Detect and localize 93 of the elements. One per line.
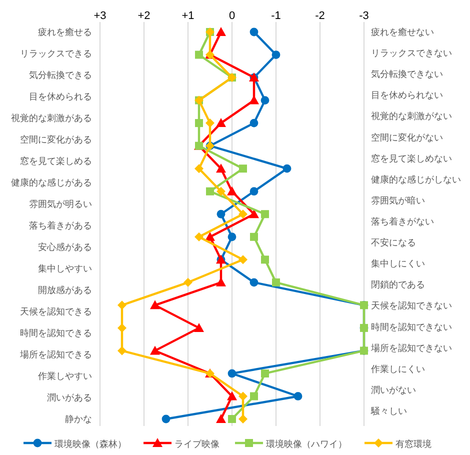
text: 空間に変化がある	[20, 134, 92, 144]
text: 集中しにくい	[371, 258, 425, 269]
text: 潤いがない	[371, 384, 416, 395]
text: 視覚的な刺激がある	[11, 113, 92, 123]
point	[272, 50, 280, 59]
text: 場所を認知できない	[370, 342, 452, 353]
point	[205, 232, 215, 241]
text: リラックスできる	[20, 48, 92, 58]
text: リラックスできない	[371, 48, 452, 58]
text: 騒々しい	[370, 406, 407, 416]
text: 落ち着きがない	[371, 216, 434, 226]
point	[250, 232, 258, 241]
point	[249, 209, 259, 218]
text: 窓を見て楽しめない	[371, 153, 452, 164]
text: 潤いがある	[47, 392, 92, 402]
point	[239, 164, 247, 173]
text: 作業しにくい	[370, 364, 425, 374]
point	[227, 186, 237, 196]
text: 雰囲気が明るい	[29, 199, 92, 209]
point	[228, 415, 236, 423]
point	[238, 210, 248, 219]
text: 開放感がある	[38, 285, 92, 295]
x-tick-label: +2	[138, 10, 150, 22]
point	[162, 414, 170, 424]
text: 閉鎖的である	[371, 280, 425, 290]
legend-label: 環境映像（ハワイ）	[266, 439, 347, 449]
x-tick-label: +1	[182, 10, 194, 22]
point	[227, 391, 237, 400]
point	[216, 210, 226, 218]
text: 時間を認知できる	[20, 328, 92, 338]
point	[261, 256, 269, 264]
x-tick-label: 0	[228, 10, 236, 22]
text: 場所を認知できる	[19, 350, 92, 360]
point	[184, 278, 192, 287]
text: 目を休められない	[371, 90, 443, 100]
text: 不安になる	[371, 238, 416, 248]
point	[238, 255, 248, 264]
point	[216, 186, 226, 196]
text: 天候を認知できる	[20, 306, 92, 316]
x-tick-label: -1	[271, 10, 281, 22]
point	[216, 27, 226, 36]
text: 静かな	[65, 414, 92, 424]
point	[238, 414, 248, 424]
point	[228, 232, 236, 242]
point	[150, 300, 160, 310]
legend-label: ライブ映像	[174, 439, 220, 449]
text: 気分転換できない	[371, 69, 443, 80]
point	[238, 392, 248, 401]
point	[194, 232, 204, 242]
text: 気分転換できる	[29, 70, 92, 80]
text: 目を休められる	[29, 92, 92, 102]
text: 視覚的な刺激がない	[371, 111, 452, 122]
point	[194, 322, 204, 332]
text: 時間を認知できない	[371, 322, 452, 332]
point	[250, 278, 258, 287]
point	[228, 369, 236, 378]
point	[250, 118, 258, 128]
x-tick-label: +3	[94, 10, 106, 22]
text: 落ち着きがある	[29, 220, 92, 230]
point	[261, 369, 269, 378]
point	[250, 392, 258, 400]
point	[118, 346, 126, 356]
text: 雰囲気が暗い	[371, 195, 425, 206]
text: 健康的な感じがある	[11, 178, 92, 188]
point	[216, 118, 226, 128]
point	[216, 164, 226, 173]
point	[261, 210, 269, 218]
text: 疲れを癒せない	[371, 27, 434, 37]
point	[216, 414, 226, 423]
text: 窓を見て楽しめる	[20, 156, 92, 166]
text: 安心感がある	[38, 242, 92, 252]
point	[118, 300, 126, 310]
text: 空間に変化がない	[371, 132, 443, 142]
point	[206, 187, 214, 196]
point	[250, 28, 258, 36]
text: 集中しやすい	[38, 264, 92, 274]
point	[150, 346, 160, 355]
legend-label: 環境映像（森林）	[54, 439, 126, 449]
legend-label: 有窓環境	[396, 439, 432, 449]
point	[272, 278, 280, 286]
point	[260, 96, 270, 104]
point	[250, 187, 258, 196]
text: 健康的な感じがしない	[371, 174, 461, 184]
point	[194, 164, 204, 174]
text: 疲れを癒せる	[38, 27, 92, 37]
text: 作業しやすい	[37, 371, 92, 381]
point	[195, 50, 203, 59]
text: 天候を認知できない	[371, 300, 452, 311]
point	[294, 392, 302, 400]
x-tick-label: -2	[315, 10, 325, 22]
x-tick-label: -3	[359, 10, 369, 22]
point	[195, 119, 203, 128]
point	[282, 164, 292, 173]
